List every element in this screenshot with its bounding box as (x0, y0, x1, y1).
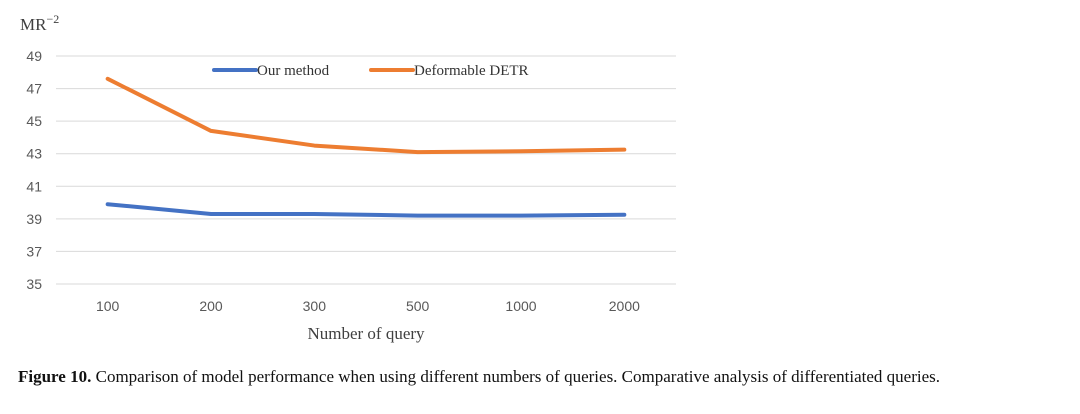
y-axis-ticks: 35 37 39 41 43 45 47 49 (26, 48, 42, 292)
gridlines (56, 55, 676, 285)
y-tick-label: 35 (26, 276, 42, 292)
y-tick-label: 49 (26, 48, 42, 64)
x-tick-label: 100 (96, 298, 120, 314)
y-tick-label: 43 (26, 146, 42, 162)
y-tick-label: 41 (26, 178, 42, 194)
x-tick-label: 2000 (609, 298, 640, 314)
series-lines (105, 76, 627, 218)
x-axis-ticks: 100 200 300 500 1000 2000 (96, 298, 640, 314)
y-tick-label: 47 (26, 81, 42, 97)
caption-label: Figure 10. (18, 367, 92, 386)
y-tick-label: 37 (26, 243, 42, 259)
y-tick-label: 39 (26, 211, 42, 227)
legend-label: Our method (257, 63, 330, 79)
x-axis-title: Number of query (307, 324, 425, 343)
y-axis-label-sup: −2 (46, 12, 59, 26)
figure-caption: Figure 10. Comparison of model performan… (18, 366, 1078, 388)
series-line-0 (105, 202, 627, 218)
y-axis-label: MR−2 (20, 12, 59, 34)
series-line-1 (105, 76, 627, 155)
legend: Our method Deformable DETR (212, 63, 529, 79)
y-axis-label-text: MR (20, 15, 47, 34)
caption-text: Comparison of model performance when usi… (91, 367, 941, 386)
y-tick-label: 45 (26, 113, 42, 129)
line-chart: MR−2 35 37 39 41 43 45 47 49 100 200 300 500 1000 20… (20, 12, 676, 343)
legend-label: Deformable DETR (414, 63, 529, 79)
svg-text:MR−2: MR−2 (20, 12, 59, 34)
x-tick-label: 200 (199, 298, 223, 314)
x-tick-label: 300 (303, 298, 327, 314)
x-tick-label: 1000 (505, 298, 536, 314)
x-tick-label: 500 (406, 298, 430, 314)
